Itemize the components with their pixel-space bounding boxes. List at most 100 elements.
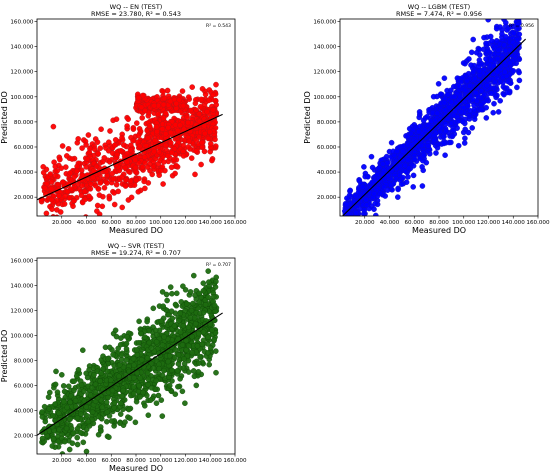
data-point xyxy=(120,387,127,394)
data-point xyxy=(87,185,94,192)
data-point xyxy=(138,330,144,337)
data-point xyxy=(162,110,169,117)
data-point xyxy=(144,318,150,325)
data-point xyxy=(144,164,151,170)
data-point xyxy=(185,324,192,331)
data-point xyxy=(53,368,59,375)
data-point xyxy=(455,142,462,149)
data-point xyxy=(153,377,159,384)
data-point xyxy=(99,404,106,411)
data-point xyxy=(52,381,59,388)
data-point xyxy=(50,436,57,442)
data-point xyxy=(81,388,87,395)
x-tick-label: 80.000 xyxy=(126,220,146,226)
y-tick-label: 60.000 xyxy=(14,383,34,389)
data-point xyxy=(61,398,67,405)
data-point xyxy=(98,126,104,132)
data-point xyxy=(212,97,219,104)
data-point xyxy=(74,425,81,432)
data-point xyxy=(177,122,183,129)
data-point xyxy=(127,147,134,153)
data-point xyxy=(110,351,116,358)
data-point xyxy=(59,371,65,378)
data-point xyxy=(84,156,91,162)
data-point xyxy=(39,409,45,415)
data-point xyxy=(68,425,75,432)
chart-subtitle: RMSE = 7.474, R² = 0.956 xyxy=(396,10,482,18)
data-point xyxy=(172,301,179,308)
data-point xyxy=(196,360,202,366)
data-point xyxy=(113,333,120,340)
x-tick-label: 20.000 xyxy=(355,220,375,226)
x-axis-label: Measured DO xyxy=(109,226,163,235)
data-point xyxy=(148,345,155,352)
data-point xyxy=(105,355,111,362)
y-tick-label: 120.000 xyxy=(10,70,34,76)
data-point xyxy=(158,397,165,403)
data-point xyxy=(490,63,497,69)
data-point xyxy=(144,355,151,361)
data-point xyxy=(171,354,178,361)
x-tick-label: 40.000 xyxy=(77,458,97,464)
data-point xyxy=(143,142,149,149)
data-point xyxy=(104,418,110,425)
data-point xyxy=(410,162,417,169)
x-axis-label: Measured DO xyxy=(412,226,466,235)
data-point xyxy=(167,98,174,105)
scatter-points xyxy=(39,268,220,454)
data-point xyxy=(48,179,55,185)
data-point xyxy=(78,382,85,388)
data-point xyxy=(146,123,153,129)
y-tick-label: 120.000 xyxy=(10,308,34,314)
data-point xyxy=(94,202,101,209)
data-point xyxy=(460,60,467,66)
data-point xyxy=(125,168,132,175)
data-point xyxy=(420,117,427,124)
data-point xyxy=(116,373,122,380)
data-point xyxy=(123,340,130,347)
scatter-points xyxy=(341,19,523,216)
data-point xyxy=(47,389,53,396)
data-point xyxy=(198,161,204,168)
data-point xyxy=(442,121,449,127)
data-point xyxy=(95,431,102,438)
data-point xyxy=(515,19,522,22)
data-point xyxy=(113,116,120,122)
data-point xyxy=(117,411,124,417)
data-point xyxy=(190,368,197,374)
data-point xyxy=(160,303,166,310)
data-point xyxy=(48,196,55,203)
data-point xyxy=(52,233,57,238)
data-point xyxy=(419,183,426,189)
data-point xyxy=(167,140,174,146)
data-point xyxy=(119,393,125,400)
data-point xyxy=(133,120,140,126)
data-point xyxy=(478,102,484,108)
data-point xyxy=(72,397,79,404)
data-point xyxy=(141,402,148,409)
data-point xyxy=(130,390,137,397)
fit-line xyxy=(341,38,527,216)
data-point xyxy=(494,55,501,62)
chart-lgbm: WQ -- LGBM (TEST) RMSE = 7.474, R² = 0.9… xyxy=(303,3,550,235)
data-point xyxy=(59,179,66,186)
data-point xyxy=(140,389,146,396)
data-point xyxy=(58,165,65,171)
data-point xyxy=(408,130,414,137)
x-tick-label: 140.000 xyxy=(199,458,223,464)
data-point xyxy=(192,171,198,178)
data-point xyxy=(71,173,78,180)
data-point xyxy=(56,192,62,199)
data-point xyxy=(160,115,167,121)
chart-subtitle: RMSE = 19.274, R² = 0.707 xyxy=(91,249,181,257)
data-point xyxy=(495,47,502,53)
data-point xyxy=(159,342,166,348)
y-tick-label: 140.000 xyxy=(10,45,34,51)
data-point xyxy=(172,391,179,398)
data-point xyxy=(141,178,147,185)
data-point xyxy=(79,182,85,189)
data-point xyxy=(201,148,208,155)
data-point xyxy=(171,156,177,163)
data-point xyxy=(80,439,87,446)
data-point xyxy=(197,103,204,110)
